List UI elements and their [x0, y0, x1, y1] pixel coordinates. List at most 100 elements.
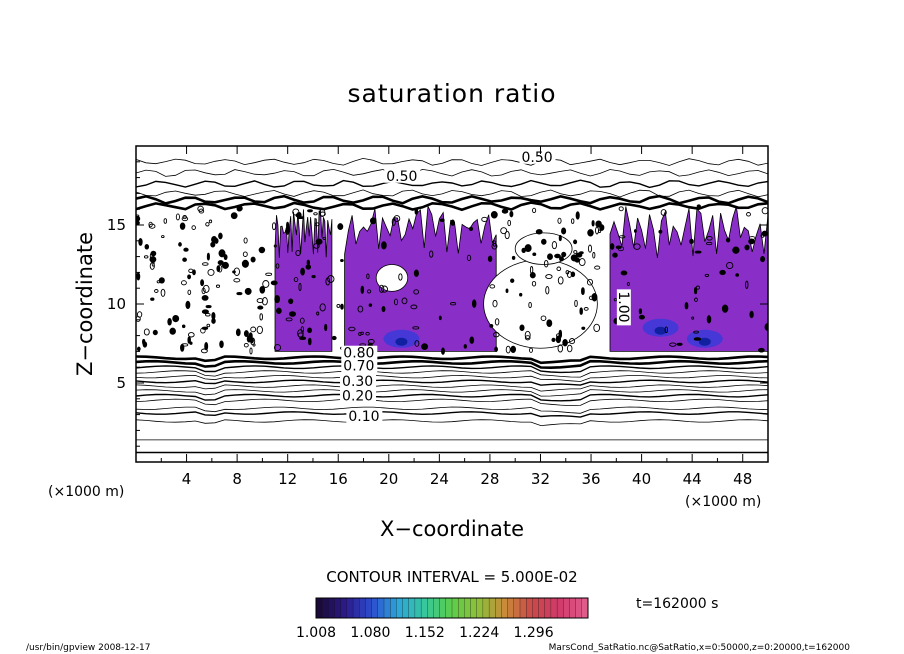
contour-speckle-dot: [466, 254, 472, 262]
contour-speckle-dot: [181, 324, 186, 329]
contour-speckle-dot: [578, 258, 586, 267]
contour-speckle-dot: [695, 285, 701, 290]
contour-speckle-dot: [200, 348, 208, 354]
contour-speckle-dot: [322, 236, 326, 240]
contour-speckle-dot: [413, 289, 420, 295]
contour-speckle-dot: [694, 297, 698, 302]
contour-speckle-dot: [704, 273, 710, 277]
colorbar-cell: [526, 597, 533, 619]
contour-speckle-dot: [574, 299, 578, 307]
contour-interval-text: CONTOUR INTERVAL = 5.000E-02: [326, 568, 577, 586]
contour-speckle-dot: [691, 316, 695, 320]
contour-speckle-dot: [219, 340, 224, 349]
contour-line: [136, 411, 768, 418]
contour-speckle-dot: [270, 280, 278, 286]
contour-speckle-dot: [421, 343, 429, 350]
contour-speckle-dot: [519, 292, 523, 297]
x-tick-label: 32: [531, 470, 550, 488]
contour-speckle-dot: [401, 297, 408, 305]
contour-speckle-dot: [276, 307, 282, 314]
colorbar-cell: [556, 597, 564, 619]
contour-speckle-dot: [300, 267, 305, 276]
contour-speckle-dot: [336, 303, 341, 308]
contour-label: 0.50: [386, 169, 417, 185]
contour-speckle-dot: [223, 254, 228, 261]
contour-speckle-dot: [148, 223, 156, 229]
y-tick-label: 10: [107, 295, 126, 313]
colorbar-tick-label: 1.224: [459, 625, 499, 641]
contour-speckle-dot: [664, 326, 668, 334]
contour-speckle-dot: [142, 341, 148, 348]
colorbar-cell: [495, 597, 502, 619]
contour-speckle-dot: [316, 311, 320, 316]
contour-speckle-dot: [532, 207, 537, 214]
contour-speckle-dot: [570, 254, 578, 262]
contour-speckle-dot: [306, 259, 310, 266]
contour-line: [136, 365, 768, 374]
contour-speckle-dot: [360, 285, 365, 294]
contour-speckle-dot: [676, 342, 683, 346]
contour-speckle-dot: [429, 250, 434, 258]
contour-speckle-dot: [295, 249, 301, 257]
contour-speckle-dot: [748, 236, 756, 240]
high-saturation-core: [395, 337, 408, 346]
contour-speckle-dot: [163, 218, 168, 224]
contour-speckle-dot: [249, 347, 253, 355]
contour-speckle-dot: [201, 295, 209, 301]
colorbar-cell: [420, 597, 428, 619]
contour-speckle-dot: [136, 215, 141, 222]
contour-speckle-dot: [492, 299, 498, 308]
contour-speckle-dot: [307, 327, 313, 334]
contour-label-bg: [346, 408, 383, 423]
contour-speckle-dot: [298, 282, 302, 292]
contour-speckle-dot: [218, 232, 223, 240]
supersaturated-shading: [274, 204, 768, 352]
contour-speckle-dot: [469, 336, 475, 344]
contour-label-bg: [340, 388, 377, 403]
contour-speckle-dot: [721, 304, 729, 313]
contour-speckle-dot: [540, 315, 547, 321]
contour-speckle-dot: [150, 250, 157, 257]
contour-speckle-dot: [366, 273, 370, 280]
contour-speckle-dot: [297, 332, 304, 338]
contour-speckle-dot: [230, 212, 238, 220]
contour-speckle-dot: [182, 257, 187, 262]
contour-speckle-dot: [149, 256, 157, 263]
contour-speckle-dot: [441, 347, 445, 355]
contour-speckle-dot: [179, 222, 186, 230]
contour-speckle-dot: [490, 211, 498, 219]
x-tick-label: 44: [683, 470, 702, 488]
contour-speckle-dot: [185, 300, 191, 310]
contour-speckle-dot: [529, 347, 533, 353]
contour-speckle-dot: [557, 344, 564, 353]
contour-speckle-dot: [581, 287, 585, 295]
contour-speckle-dot: [487, 255, 493, 262]
contour-speckle-dot: [545, 274, 553, 280]
contour-speckle-dot: [236, 292, 243, 296]
contour-speckle-dot: [340, 258, 344, 263]
colorbar-cell: [519, 597, 527, 619]
x-tick-label: 48: [733, 470, 752, 488]
time-label: t=162000 s: [636, 596, 718, 612]
contour-speckle-dot: [311, 275, 316, 279]
contour-label-bg: [341, 358, 378, 373]
contour-speckle-dot: [725, 237, 731, 243]
contour-speckle-dot: [365, 331, 370, 336]
contour-speckle-dot: [501, 208, 509, 214]
contour-speckle-dot: [257, 305, 264, 310]
contour-label: 1.00: [615, 291, 631, 322]
contour-speckle-dot: [360, 331, 364, 335]
colorbar-cell: [334, 597, 342, 619]
contour-speckle-dot: [471, 299, 477, 308]
contour-speckle-dot: [233, 267, 240, 276]
contour-label-bg: [519, 149, 556, 164]
x-tick-label: 24: [430, 470, 449, 488]
contour-speckle-dot: [258, 246, 266, 254]
contour-speckle-dot: [337, 223, 344, 231]
x-tick-label: 12: [278, 470, 297, 488]
x-tick-label: 20: [379, 470, 398, 488]
contour-speckle-dot: [591, 220, 595, 227]
colorbar-cell: [507, 597, 515, 619]
